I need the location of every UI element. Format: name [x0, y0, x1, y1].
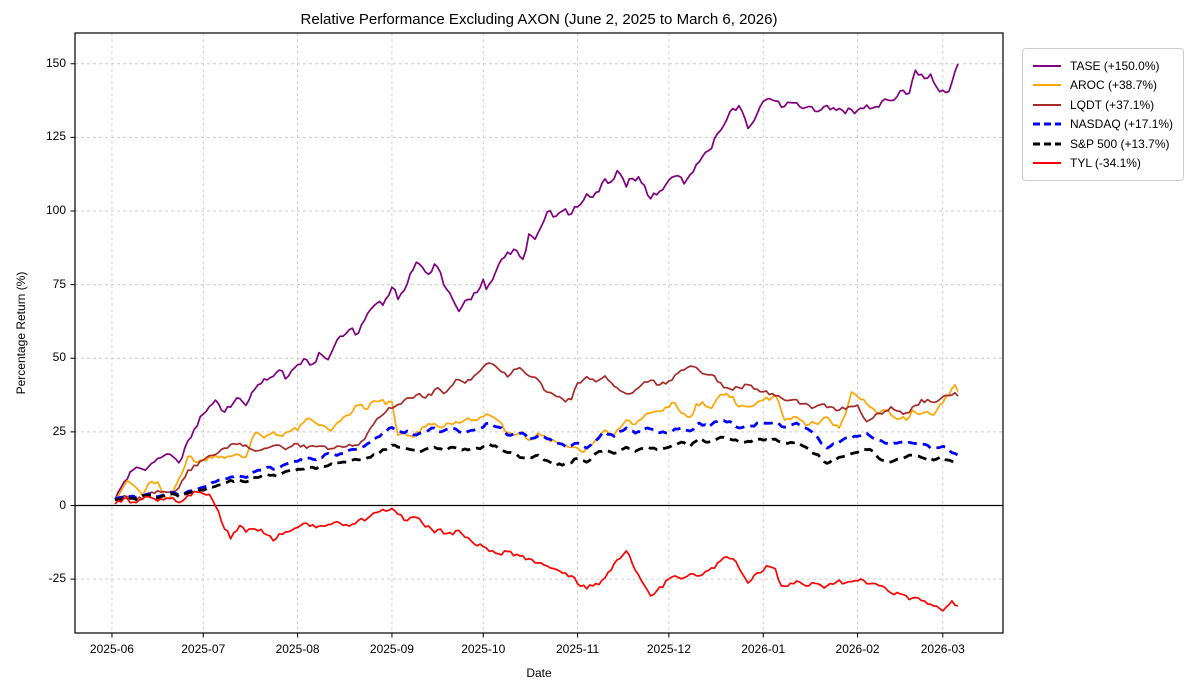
y-tick-label-0: 0: [59, 497, 66, 512]
legend-label-nasdaq: NASDAQ (+17.1%): [1070, 117, 1174, 132]
x-tick-label-2025-08: 2025-08: [275, 642, 320, 656]
y-tick-label-150: 150: [45, 55, 66, 70]
y-tick-label-100: 100: [45, 203, 66, 217]
x-axis-label: Date: [526, 666, 552, 680]
x-tick-label-2026-03: 2026-03: [920, 642, 965, 656]
legend-swatch-aroc: [1033, 84, 1061, 87]
legend-swatch-nasdaq: [1033, 122, 1061, 126]
legend-swatch-tyl: [1033, 162, 1061, 165]
legend-label-s-p-500: S&P 500 (+13.7%): [1070, 136, 1170, 151]
legend: TASE (+150.0%) AROC (+38.7%) LQDT (+37.1%)…: [1022, 48, 1185, 181]
x-tick-label-2025-12: 2025-12: [646, 642, 691, 656]
x-tick-label-2025-09: 2025-09: [369, 642, 414, 656]
x-tick-label-2025-06: 2025-06: [89, 642, 134, 656]
gridlines: [75, 33, 1003, 633]
legend-swatch-s-p-500: [1033, 142, 1061, 146]
series-line-tase: [114, 63, 959, 500]
legend-item-tyl: TYL (-34.1%): [1032, 154, 1173, 174]
x-tick-label-2025-10: 2025-10: [461, 642, 506, 656]
legend-item-tase: TASE (+150.0%): [1032, 56, 1173, 76]
chart-title: Relative Performance Excluding AXON (Jun…: [300, 11, 778, 28]
legend-label-tase: TASE (+150.0%): [1070, 58, 1160, 73]
legend-item-lqdt: LQDT (+37.1%): [1032, 95, 1173, 115]
legend-label-tyl: TYL (-34.1%): [1070, 156, 1141, 171]
y-tick-label-25: 25: [52, 423, 66, 438]
series-line-lqdt: [114, 362, 959, 501]
legend-label-lqdt: LQDT (+37.1%): [1070, 97, 1155, 112]
legend-item-nasdaq: NASDAQ (+17.1%): [1032, 115, 1173, 135]
y-tick-label-75: 75: [52, 276, 66, 291]
series-line-tyl: [114, 490, 959, 612]
y-tick-label-125: 125: [45, 129, 66, 144]
x-tick-label-2026-01: 2026-01: [741, 642, 786, 656]
x-tick-label-2025-11: 2025-11: [556, 642, 600, 656]
legend-item-s-p-500: S&P 500 (+13.7%): [1032, 134, 1173, 154]
y-tick-label-50: 50: [52, 350, 66, 365]
legend-item-aroc: AROC (+38.7%): [1032, 76, 1173, 96]
y-tick-label--25: -25: [48, 571, 66, 586]
series-line-s-p-500: [114, 435, 959, 501]
x-tick-label-2025-07: 2025-07: [181, 642, 226, 656]
plot-border: [74, 32, 1004, 634]
x-tick-label-2026-02: 2026-02: [835, 642, 880, 656]
legend-swatch-lqdt: [1033, 103, 1061, 106]
legend-label-aroc: AROC (+38.7%): [1070, 78, 1158, 93]
series-line-aroc: [114, 383, 959, 501]
legend-swatch-tase: [1033, 64, 1061, 67]
tick-marks: [70, 63, 944, 638]
series-line-nasdaq: [114, 418, 959, 501]
